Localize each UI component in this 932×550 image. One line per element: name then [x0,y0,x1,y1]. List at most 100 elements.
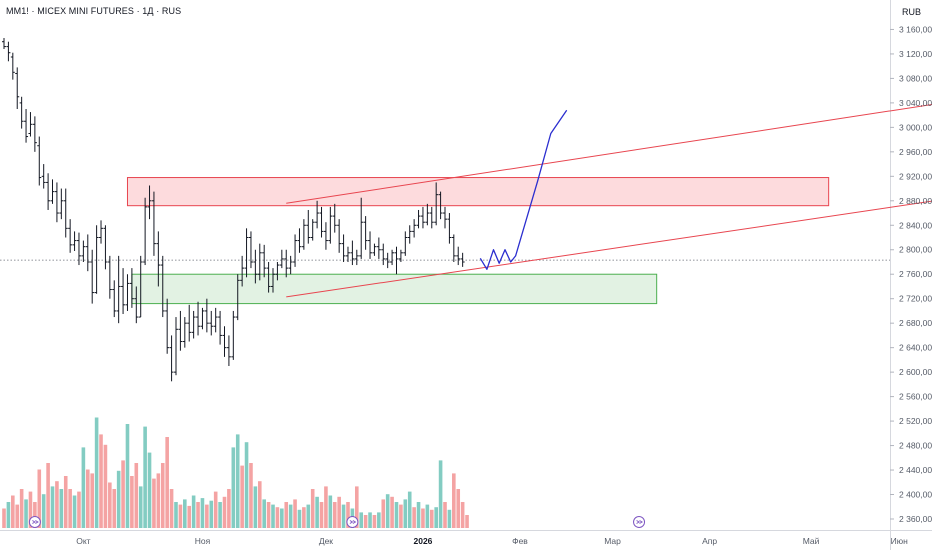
y-tick-label: 2 640,00 [899,343,932,353]
volume-bar [235,434,240,528]
price-bar [244,228,249,278]
y-tick-label: 3 160,00 [899,24,932,34]
volume-bar [390,496,394,528]
price-bar [147,185,152,220]
event-icons-layer [28,516,646,528]
price-bar [204,298,209,333]
price-bar [293,234,298,267]
price-bar [341,234,346,262]
volume-bar [143,426,147,528]
time-axis[interactable]: Окт Ноя Дек 2026 Фев Мар Апр Май Июн [76,536,908,546]
price-bar [209,310,214,336]
price-bar [94,225,99,294]
price-bar [425,203,430,226]
price-bar [363,216,368,250]
price-bar [359,197,364,259]
volume-bar [249,463,253,528]
volume-bar [359,512,364,528]
price-bar [412,219,417,238]
price-bar [407,225,412,244]
volume-bar [218,502,222,528]
price-bar [90,249,95,304]
price-bar [143,197,148,266]
price-bar [297,228,302,253]
price-bar [54,182,59,223]
volume-bar [183,499,187,528]
price-bar [394,246,399,275]
volume-bar [19,489,24,528]
price-bar [156,231,161,287]
y-tick-label: 2 600,00 [899,367,932,377]
price-bar [116,255,121,324]
events-icon[interactable] [28,516,41,528]
volume-bar [103,444,108,528]
price-bar [200,307,205,330]
volume-bar [403,499,408,528]
price-bar [398,249,403,262]
y-tick-label: 2 840,00 [899,220,932,230]
volume-bar [460,502,465,528]
x-tick-label: Ноя [195,536,211,546]
volume-bar [355,486,359,528]
events-icon[interactable] [346,516,359,528]
volume-bar [41,494,46,528]
volume-bar [85,469,90,528]
volume-bar [213,491,218,528]
price-bar [315,200,320,229]
x-tick-label: 2026 [413,536,432,546]
volume-bar [178,504,183,528]
volume-bar [434,507,438,528]
volume-bar [2,508,6,528]
price-bar [372,243,377,256]
y-tick-label: 2 920,00 [899,171,932,181]
price-bar [416,209,421,229]
x-tick-label: Дек [319,536,333,546]
volume-bar [59,489,64,528]
y-tick-label: 2 560,00 [899,392,932,402]
volume-bar [266,502,271,528]
volume-bar [94,417,99,528]
volume-bar [33,502,37,528]
channel-upper-line[interactable] [286,103,932,204]
price-bar [68,219,73,253]
price-bar [248,231,253,269]
volume-bar [280,508,284,528]
volume-bar [447,509,452,528]
price-axis[interactable]: 3 160,00 3 120,00 3 080,00 3 040,00 3 000,00… [890,24,932,524]
volume-bar [138,486,143,528]
price-bar [332,203,337,233]
price-bar [460,252,465,267]
volume-bar [452,473,456,528]
price-bar [213,307,218,333]
y-tick-label: 3 040,00 [899,98,932,108]
zones-layer [126,177,830,305]
volume-bar [227,489,231,528]
forecast-path[interactable] [479,109,568,270]
price-bar [222,326,227,357]
channel-lower-line[interactable] [286,200,932,298]
volume-bar [130,476,134,528]
price-bar [151,191,156,256]
volume-bar [90,473,94,528]
events-icon[interactable] [633,516,646,528]
price-bar [187,304,192,342]
price-bar [59,188,64,220]
volume-bar [191,495,196,528]
y-tick-label: 2 360,00 [899,514,932,524]
price-bar [429,206,434,229]
price-bar [434,182,439,226]
volume-bar [63,476,68,528]
price-bar [85,234,90,272]
price-bar [323,222,328,250]
volume-bar [341,504,346,528]
volume-bar [77,491,81,528]
volume-bar [28,491,33,528]
volume-bar [165,437,169,528]
price-bar [19,96,24,129]
price-bar [226,335,231,367]
volume-bar [368,512,372,528]
volume-bar [319,502,324,528]
y-tick-label: 2 760,00 [899,269,932,279]
volume-bar [209,500,214,528]
